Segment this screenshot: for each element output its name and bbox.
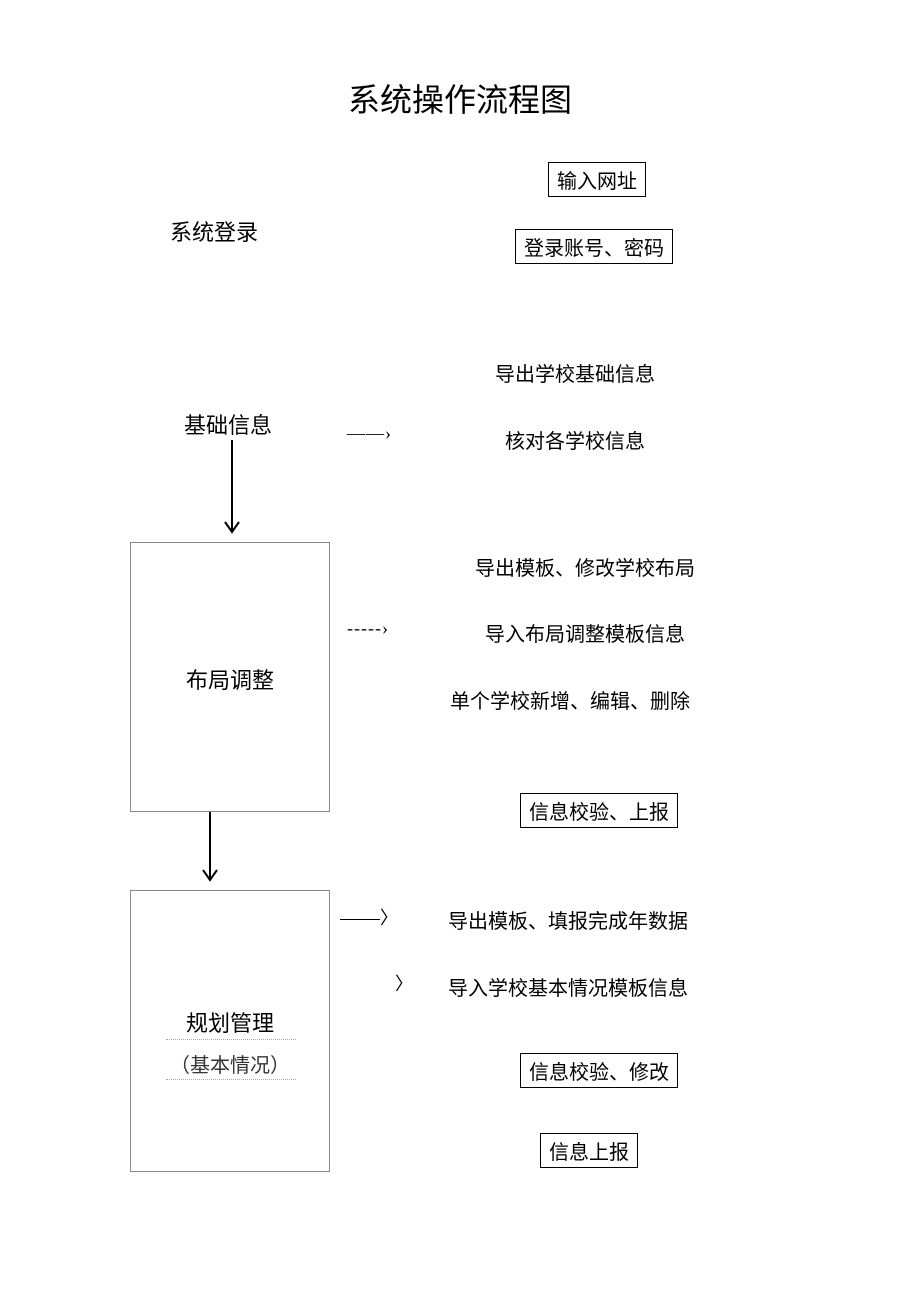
arrow-plan-1: 〉 <box>340 904 399 930</box>
box-layout-adjust: 布局调整 <box>130 542 330 812</box>
text-verify-school-info: 核对各学校信息 <box>505 425 645 454</box>
arrow-plan-2: 〉 <box>395 970 414 996</box>
text-import-layout-template: 导入布局调整模板信息 <box>485 618 685 647</box>
dotted-line-1 <box>166 1039 296 1040</box>
box-plan-label1: 规划管理 <box>131 1006 329 1038</box>
text-export-year-data: 导出模板、填报完成年数据 <box>448 905 688 934</box>
box-login-credentials: 登录账号、密码 <box>515 229 673 264</box>
box-input-url: 输入网址 <box>548 162 646 197</box>
box-layout-label: 布局调整 <box>131 663 329 695</box>
text-import-basic-template: 导入学校基本情况模板信息 <box>448 972 688 1001</box>
text-single-school-crud: 单个学校新增、编辑、删除 <box>450 685 690 714</box>
arrow-basic: ——› <box>347 423 392 444</box>
arrow-plan-1-line <box>340 919 380 920</box>
page-title: 系统操作流程图 <box>0 75 920 121</box>
dotted-line-2 <box>166 1079 296 1080</box>
section-basic-label: 基础信息 <box>184 408 272 440</box>
box-plan-manage: 规划管理 （基本情况） <box>130 890 330 1172</box>
text-export-template-layout: 导出模板、修改学校布局 <box>475 552 695 581</box>
box-plan-label2: （基本情况） <box>131 1049 329 1078</box>
box-info-report: 信息上报 <box>540 1133 638 1168</box>
arrow-layout: -----› <box>347 618 389 639</box>
text-export-school-basic: 导出学校基础信息 <box>495 358 655 387</box>
box-info-validate-modify: 信息校验、修改 <box>520 1053 678 1088</box>
arrow-basic-to-layout <box>222 440 242 542</box>
arrow-layout-to-plan <box>200 812 220 890</box>
section-login-label: 系统登录 <box>170 215 258 247</box>
arrow-plan-1-caret: 〉 <box>380 908 399 928</box>
box-info-validate-report: 信息校验、上报 <box>520 793 678 828</box>
